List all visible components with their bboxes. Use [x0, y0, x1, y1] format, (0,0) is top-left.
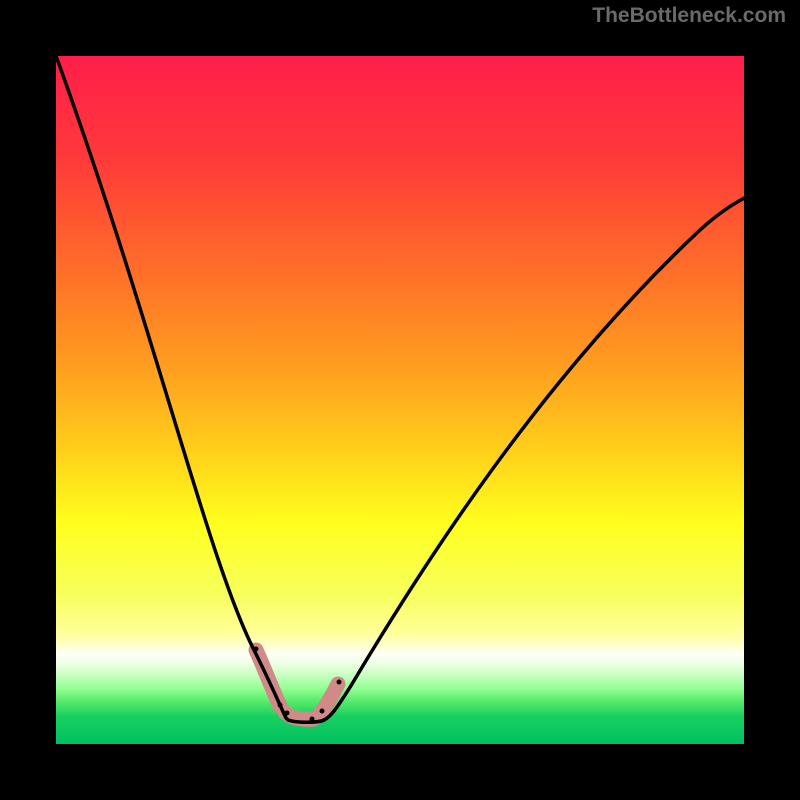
curve-node-dot [320, 709, 325, 714]
chart-frame: TheBottleneck.com [0, 0, 800, 800]
plot-background [56, 56, 744, 744]
curve-node-dot [278, 703, 283, 708]
curve-node-dot [310, 717, 315, 722]
chart-svg [0, 0, 800, 800]
watermark-text: TheBottleneck.com [592, 4, 786, 28]
curve-node-dot [285, 711, 290, 716]
curve-node-dot [337, 680, 342, 685]
curve-node-dot [254, 647, 259, 652]
